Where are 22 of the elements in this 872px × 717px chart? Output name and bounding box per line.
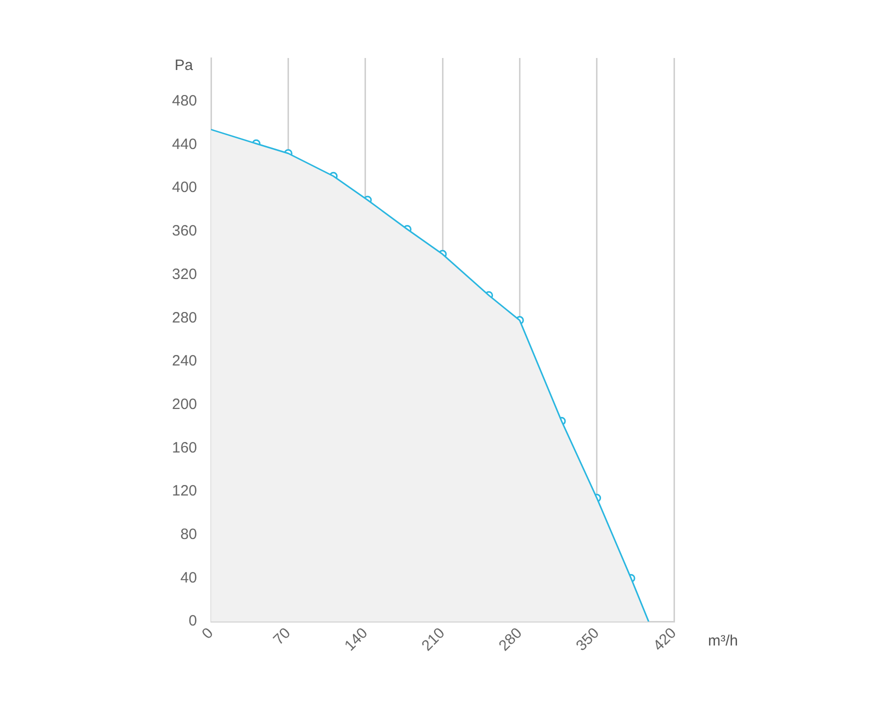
- y-tick-label: 120: [172, 482, 198, 500]
- y-tick-label: 40: [180, 569, 198, 586]
- y-tick-label: 480: [172, 92, 198, 110]
- y-tick-label: 200: [172, 396, 198, 413]
- x-tick-label: 70: [270, 624, 294, 648]
- x-tick-label: 280: [496, 624, 526, 654]
- y-tick-label: 360: [172, 222, 198, 240]
- x-tick-label: 0: [198, 624, 217, 643]
- y-tick-label: 280: [172, 309, 198, 326]
- x-tick-label: 420: [650, 624, 680, 654]
- y-tick-label: 320: [172, 266, 198, 283]
- x-axis-title: m³/h: [708, 632, 738, 650]
- x-tick-label: 350: [572, 624, 603, 654]
- y-tick-label: 400: [172, 179, 198, 196]
- x-tick-label: 140: [341, 624, 372, 654]
- y-tick-label: 240: [172, 352, 198, 370]
- y-tick-label: 440: [172, 136, 198, 153]
- y-tick-label: 80: [180, 526, 198, 544]
- y-axis-title: Pa: [174, 57, 194, 74]
- y-tick-label: 0: [188, 612, 198, 630]
- y-tick-label: 160: [172, 439, 198, 456]
- x-tick-label: 210: [418, 624, 448, 654]
